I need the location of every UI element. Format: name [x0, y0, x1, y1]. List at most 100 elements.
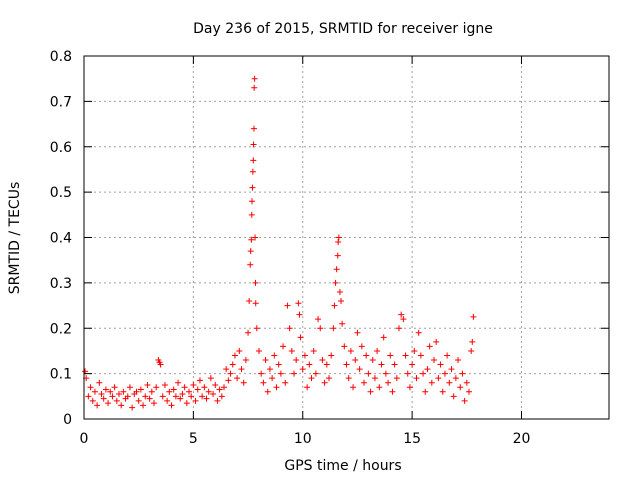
data-point	[321, 379, 328, 386]
data-point	[100, 395, 107, 402]
data-point	[236, 347, 243, 354]
data-point	[126, 384, 133, 391]
y-tick-label: 0.4	[50, 231, 72, 247]
data-point	[299, 366, 306, 373]
data-point	[96, 379, 103, 386]
data-point	[146, 395, 153, 402]
data-point	[170, 386, 177, 393]
data-point	[331, 302, 338, 309]
data-point	[470, 313, 477, 320]
data-point	[317, 325, 324, 332]
data-point	[400, 316, 407, 323]
data-point	[258, 370, 265, 377]
data-point	[334, 252, 341, 259]
data-point	[431, 357, 437, 364]
data-point	[124, 393, 131, 400]
data-point	[415, 329, 422, 336]
data-point	[250, 125, 257, 132]
data-point	[389, 388, 396, 395]
data-point	[343, 361, 350, 368]
data-point	[461, 397, 468, 404]
data-point	[293, 357, 300, 364]
data-point	[282, 379, 289, 386]
data-point	[354, 329, 361, 336]
data-point	[367, 388, 374, 395]
data-point	[437, 361, 444, 368]
data-point	[341, 343, 348, 350]
data-point	[424, 366, 431, 373]
data-point	[116, 391, 122, 398]
data-point	[161, 381, 168, 388]
data-point	[201, 384, 208, 391]
data-point	[252, 234, 259, 241]
data-point	[284, 302, 291, 309]
data-point	[252, 279, 259, 286]
data-point	[231, 352, 238, 359]
data-point	[422, 388, 429, 395]
data-points	[82, 75, 477, 411]
data-point	[296, 311, 303, 318]
data-point	[365, 370, 372, 377]
data-point	[242, 357, 249, 364]
data-point	[312, 370, 319, 377]
data-point	[251, 75, 258, 82]
data-point	[450, 393, 457, 400]
data-point	[240, 379, 247, 386]
data-point	[444, 352, 451, 359]
data-point	[286, 325, 293, 332]
data-point	[227, 370, 234, 377]
data-point	[87, 384, 94, 391]
data-point	[249, 198, 255, 205]
data-point	[229, 361, 236, 368]
data-point	[363, 352, 370, 359]
data-point	[120, 388, 127, 395]
data-point	[426, 343, 433, 350]
data-point	[275, 361, 282, 368]
y-tick-label: 0.5	[50, 185, 72, 201]
data-point	[262, 357, 269, 364]
data-point	[413, 375, 420, 382]
data-point	[273, 384, 280, 391]
data-point	[350, 384, 357, 391]
data-point	[404, 370, 411, 377]
data-point	[301, 352, 308, 359]
data-point	[105, 400, 112, 407]
data-point	[466, 388, 472, 395]
data-point	[333, 266, 340, 273]
data-point	[306, 361, 313, 368]
data-point	[439, 388, 446, 395]
data-point	[168, 402, 175, 409]
data-point	[249, 184, 256, 191]
data-point	[338, 298, 345, 305]
data-point	[252, 300, 259, 307]
data-point	[315, 316, 322, 323]
y-tick-label: 0.6	[50, 140, 72, 156]
data-point	[248, 211, 255, 218]
data-point	[459, 370, 466, 377]
data-point	[175, 379, 182, 386]
data-point	[393, 375, 400, 382]
data-point	[247, 248, 254, 255]
data-point	[391, 361, 398, 368]
data-point	[157, 361, 164, 368]
data-point	[398, 311, 405, 318]
data-point	[172, 393, 179, 400]
data-point	[271, 352, 278, 359]
data-point	[196, 377, 203, 384]
data-point	[250, 141, 257, 148]
data-point	[374, 347, 381, 354]
data-point	[291, 370, 297, 377]
data-point	[181, 384, 188, 391]
data-point	[264, 388, 271, 395]
data-point	[153, 384, 160, 391]
data-point	[205, 388, 212, 395]
data-point	[177, 395, 184, 402]
data-point	[179, 391, 186, 398]
x-axis-label: GPS time / hours	[284, 458, 401, 474]
data-point	[194, 386, 201, 393]
data-point	[207, 375, 214, 382]
data-point	[369, 357, 376, 364]
data-point	[335, 234, 342, 241]
data-point	[380, 334, 387, 341]
